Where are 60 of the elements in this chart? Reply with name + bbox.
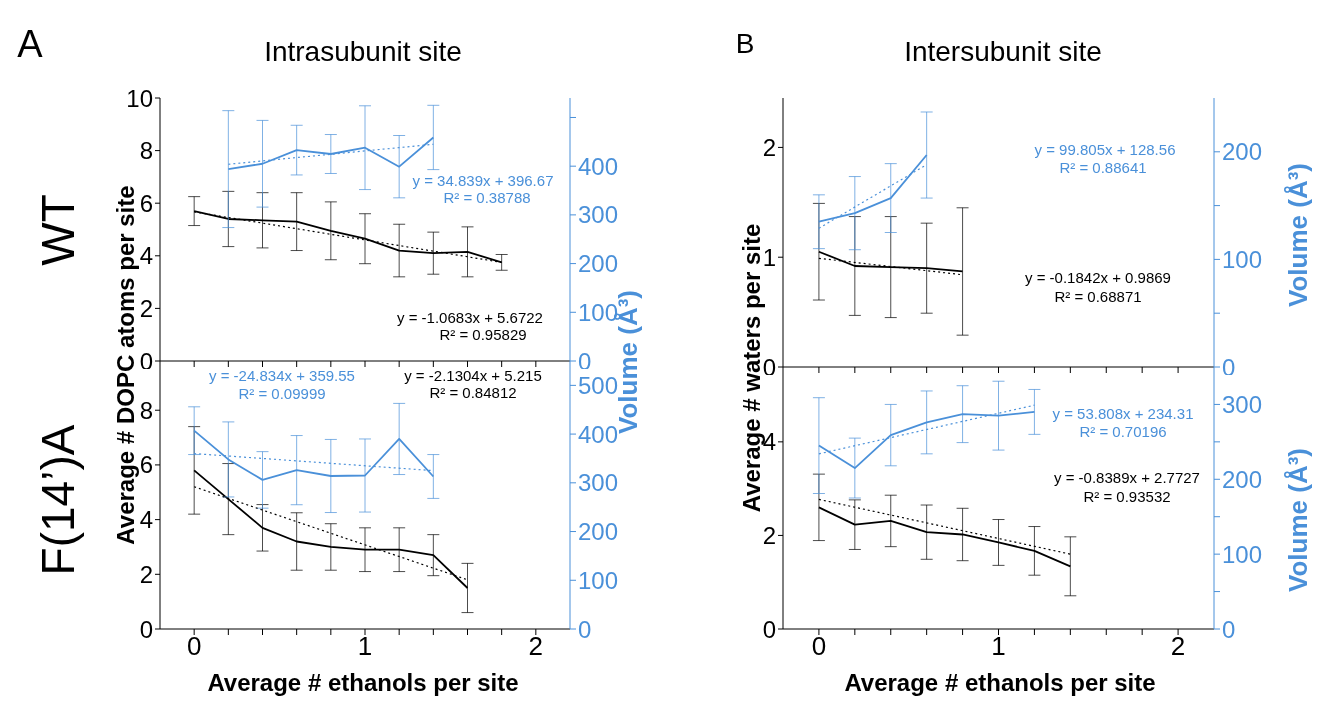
annotation: R² = 0.09999 (238, 384, 326, 402)
y2-tick-label: 200 (1222, 138, 1263, 166)
annotation: y = 99.805x + 128.56 (1034, 140, 1176, 158)
y-tick-label: 6 (139, 189, 153, 217)
y-tick-label: 0 (139, 347, 153, 375)
annotation: R² = 0.68871 (1054, 287, 1142, 305)
y2-tick-label: 100 (1222, 245, 1263, 273)
y-tick-label: 4 (139, 242, 153, 270)
y-axis-title: Average # DOPC atoms per site (112, 185, 139, 545)
annotation: R² = 0.84812 (429, 383, 517, 401)
y2-axis-title: Volume (Å³) (1283, 448, 1313, 592)
x-axis-title: Average # ethanols per site (844, 669, 1156, 696)
y-tick-label: 2 (762, 521, 776, 549)
y2-tick-label: 100 (578, 566, 619, 594)
annotation: y = -24.834x + 359.55 (209, 366, 355, 384)
annotation: R² = 0.95829 (439, 325, 527, 343)
x-tick-label: 0 (811, 631, 827, 662)
annotation: y = -0.1842x + 0.9869 (1025, 268, 1171, 286)
annotation: y = -0.8389x + 2.7727 (1054, 468, 1200, 486)
y2-tick-label: 0 (1222, 353, 1236, 381)
y-tick-label: 6 (139, 451, 153, 479)
x-tick-label: 1 (357, 631, 373, 662)
y-tick-label: 10 (126, 84, 153, 112)
chart-title: Intersubunit site (904, 36, 1102, 67)
y2-tick-label: 300 (578, 469, 619, 497)
y2-axis-title: Volume (Å³) (1283, 163, 1313, 307)
chart-title: Intrasubunit site (264, 36, 462, 67)
annotation: y = 34.839x + 396.67 (412, 171, 554, 189)
annotation: R² = 0.93532 (1083, 487, 1171, 505)
y2-tick-label: 100 (1222, 540, 1263, 568)
x-tick-label: 2 (528, 631, 544, 662)
text: B (735, 28, 755, 59)
y2-tick-label: 200 (578, 518, 619, 546)
y2-tick-label: 200 (1222, 465, 1263, 493)
text: F(14’)A (32, 424, 84, 576)
x-tick-label: 1 (991, 631, 1006, 662)
annotation: R² = 0.38788 (443, 188, 531, 206)
annotation: y = -1.0683x + 5.6722 (397, 308, 543, 326)
x-tick-label: 2 (1170, 631, 1186, 662)
x-axis-title: Average # ethanols per site (207, 669, 519, 696)
y-tick-label: 4 (139, 506, 153, 534)
text: WT (32, 194, 84, 266)
y-tick-label: 2 (139, 560, 153, 588)
text: A (17, 23, 43, 65)
y2-tick-label: 300 (578, 201, 619, 229)
y2-tick-label: 300 (1222, 390, 1263, 418)
y-tick-label: 8 (139, 137, 153, 165)
annotation: R² = 0.88641 (1059, 158, 1147, 176)
x-tick-label: 0 (186, 631, 202, 662)
y-tick-label: 8 (139, 396, 153, 424)
y-tick-label: 4 (762, 428, 776, 456)
y-tick-label: 1 (762, 243, 776, 271)
annotation: y = -2.1304x + 5.215 (404, 366, 542, 384)
y-tick-label: 2 (139, 294, 153, 322)
y2-tick-label: 200 (578, 250, 619, 278)
annotation: R² = 0.70196 (1079, 422, 1167, 440)
y2-tick-label: 400 (578, 152, 619, 180)
y-tick-label: 0 (762, 353, 776, 381)
y-tick-label: 2 (762, 133, 776, 161)
annotation: y = 53.808x + 234.31 (1052, 404, 1194, 422)
